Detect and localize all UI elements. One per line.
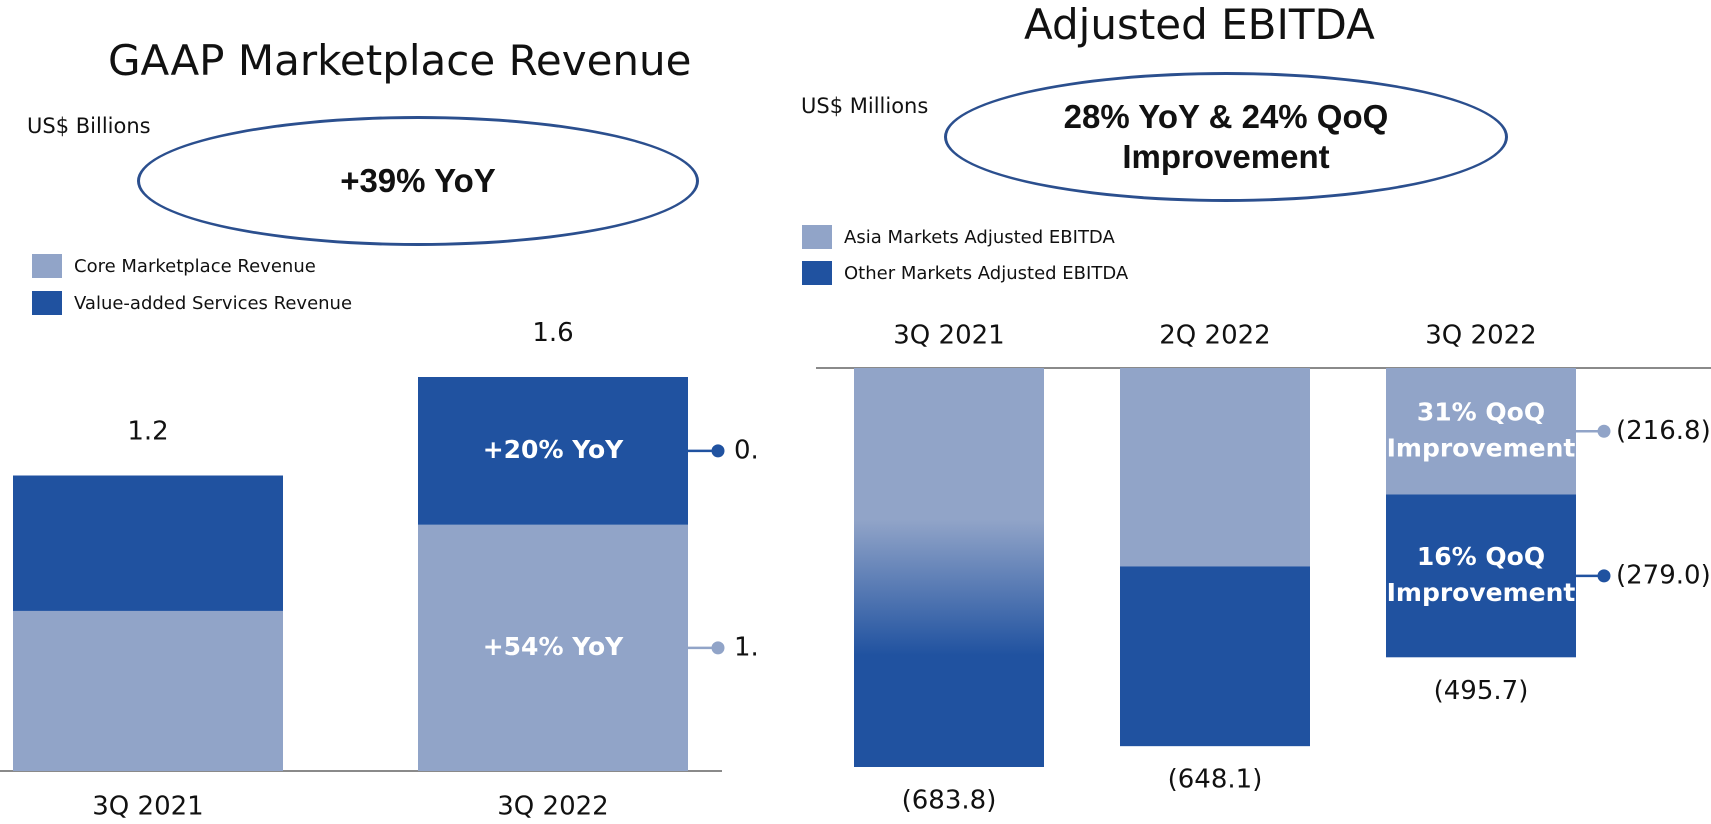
- legend-label: Core Marketplace Revenue: [74, 255, 316, 277]
- bar-segment: [1120, 368, 1310, 567]
- x-tick-label: 3Q 2022: [1425, 321, 1536, 351]
- legend-swatch: [32, 254, 62, 278]
- bar-segment: [1386, 368, 1576, 495]
- legend-swatch: [32, 291, 62, 315]
- right-legend-item-asia: Asia Markets Adjusted EBITDA: [802, 225, 1128, 249]
- x-tick-label: 2Q 2022: [1159, 321, 1270, 351]
- total-label: (648.1): [1168, 765, 1263, 795]
- right-chart: 3Q 2021 (683.8) 2Q 2022 (648.1) 3Q 2022 31% Q…: [816, 321, 1711, 816]
- left-legend-item-core: Core Marketplace Revenue: [32, 254, 352, 278]
- legend-label: Value-added Services Revenue: [74, 292, 353, 314]
- right-callout-ellipse: 28% YoY & 24% QoQ Improvement: [944, 72, 1508, 202]
- growth-label: 16% QoQ: [1417, 542, 1545, 571]
- growth-label: +54% YoY: [483, 632, 624, 661]
- growth-label: Improvement: [1387, 433, 1576, 462]
- legend-label: Asia Markets Adjusted EBITDA: [844, 226, 1115, 248]
- left-callout-text: +39% YoY: [340, 162, 496, 200]
- right-chart-title: Adjusted EBITDA: [1024, 0, 1375, 49]
- left-callout-ellipse: +39% YoY: [137, 116, 699, 246]
- left-chart: 1.2 3Q 2021 +54% YoY 1.0 +20% YoY 0.6 1.6 3Q 20…: [0, 318, 760, 822]
- bar-segment: [418, 377, 688, 525]
- leader-dot: [1597, 424, 1611, 438]
- legend-swatch: [802, 261, 832, 285]
- growth-label: 31% QoQ: [1417, 397, 1545, 426]
- bar-segment: [13, 475, 283, 611]
- legend-swatch: [802, 225, 832, 249]
- value-label: 1.0: [734, 632, 760, 662]
- total-label: (495.7): [1434, 676, 1529, 706]
- right-legend-item-other: Other Markets Adjusted EBITDA: [802, 261, 1128, 285]
- right-callout-line2: Improvement: [1122, 138, 1330, 175]
- x-tick-label: 3Q 2021: [92, 792, 203, 822]
- total-label: 1.2: [127, 417, 168, 447]
- leader-dot: [711, 641, 725, 655]
- leader-dot: [1597, 569, 1611, 583]
- left-chart-title: GAAP Marketplace Revenue: [108, 36, 692, 85]
- bar-segment: [1386, 494, 1576, 658]
- leader-dot: [711, 444, 725, 458]
- legend-label: Other Markets Adjusted EBITDA: [844, 262, 1129, 284]
- growth-label: +20% YoY: [483, 435, 624, 464]
- right-callout-line1: 28% YoY & 24% QoQ: [1063, 98, 1389, 136]
- bar-segment: [854, 368, 1044, 767]
- x-tick-label: 3Q 2021: [893, 321, 1004, 351]
- value-label: (279.0): [1616, 560, 1711, 590]
- growth-label: Improvement: [1387, 578, 1576, 607]
- right-legend: Asia Markets Adjusted EBITDA Other Marke…: [802, 225, 1128, 285]
- total-label: 1.6: [532, 318, 573, 348]
- left-units-label: US$ Billions: [27, 114, 151, 138]
- x-tick-label: 3Q 2022: [497, 792, 608, 822]
- bar-segment: [13, 610, 283, 771]
- left-legend: Core Marketplace Revenue Value-added Ser…: [32, 254, 352, 315]
- value-label: 0.6: [734, 435, 760, 465]
- left-legend-item-vas: Value-added Services Revenue: [32, 291, 352, 315]
- bar-segment: [418, 524, 688, 771]
- total-label: (683.8): [902, 786, 997, 816]
- value-label: (216.8): [1616, 416, 1711, 446]
- right-units-label: US$ Millions: [801, 94, 929, 118]
- bar-segment: [1120, 566, 1310, 747]
